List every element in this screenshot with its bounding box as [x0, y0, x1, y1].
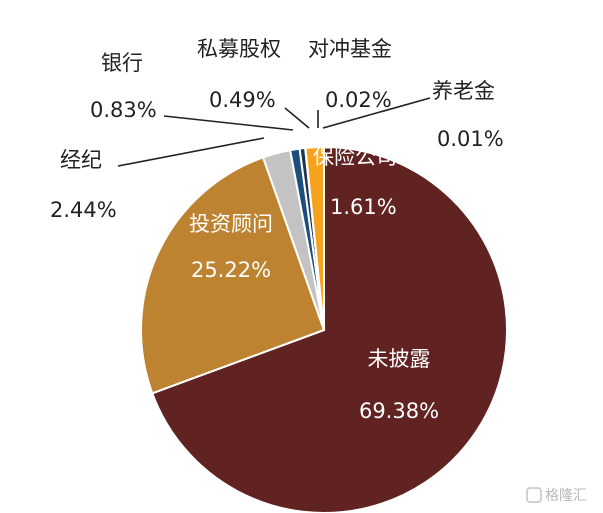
slice-label-pension: 养老金 — [432, 79, 495, 103]
slice-label-insurance: 保险公司 — [313, 145, 397, 169]
slice-label-private-equity: 私募股权 — [197, 37, 281, 61]
slice-value-insurance: 1.61% — [330, 195, 397, 219]
slice-value-undisclosed: 69.38% — [359, 399, 439, 423]
slice-label-hedge-fund: 对冲基金 — [308, 37, 392, 61]
slice-value-pension: 0.01% — [437, 127, 504, 151]
slice-value-investment-advisor: 25.22% — [191, 258, 271, 282]
slice-label-bank: 银行 — [101, 51, 143, 75]
slice-value-brokerage: 2.44% — [50, 198, 117, 222]
leader-line-pension — [322, 97, 431, 129]
slice-undisclosed — [151, 145, 508, 513]
leader-lines — [117, 97, 431, 167]
leader-line-brokerage — [117, 137, 265, 167]
watermark: 格隆汇 — [526, 487, 587, 504]
pie-slices — [140, 145, 508, 513]
slice-label-investment-advisor: 投资顾问 — [189, 212, 273, 236]
slice-value-hedge-fund: 0.02% — [325, 88, 392, 112]
slice-labels: 未披露 69.38% 投资顾问 25.22% 经纪 2.44% 银行 0.83% 私募股权 0.4… — [50, 37, 504, 423]
slice-label-undisclosed: 未披露 — [368, 347, 431, 371]
slice-insurance — [304, 145, 325, 331]
slice-value-private-equity: 0.49% — [209, 88, 276, 112]
leader-line-private-equity — [284, 107, 310, 129]
slice-label-brokerage: 经纪 — [60, 148, 102, 172]
slice-value-bank: 0.83% — [90, 98, 157, 122]
slice-investment-advisor — [140, 156, 326, 395]
leader-line-bank — [163, 115, 294, 131]
watermark-logo-icon — [526, 487, 542, 503]
watermark-text: 格隆汇 — [545, 488, 587, 504]
